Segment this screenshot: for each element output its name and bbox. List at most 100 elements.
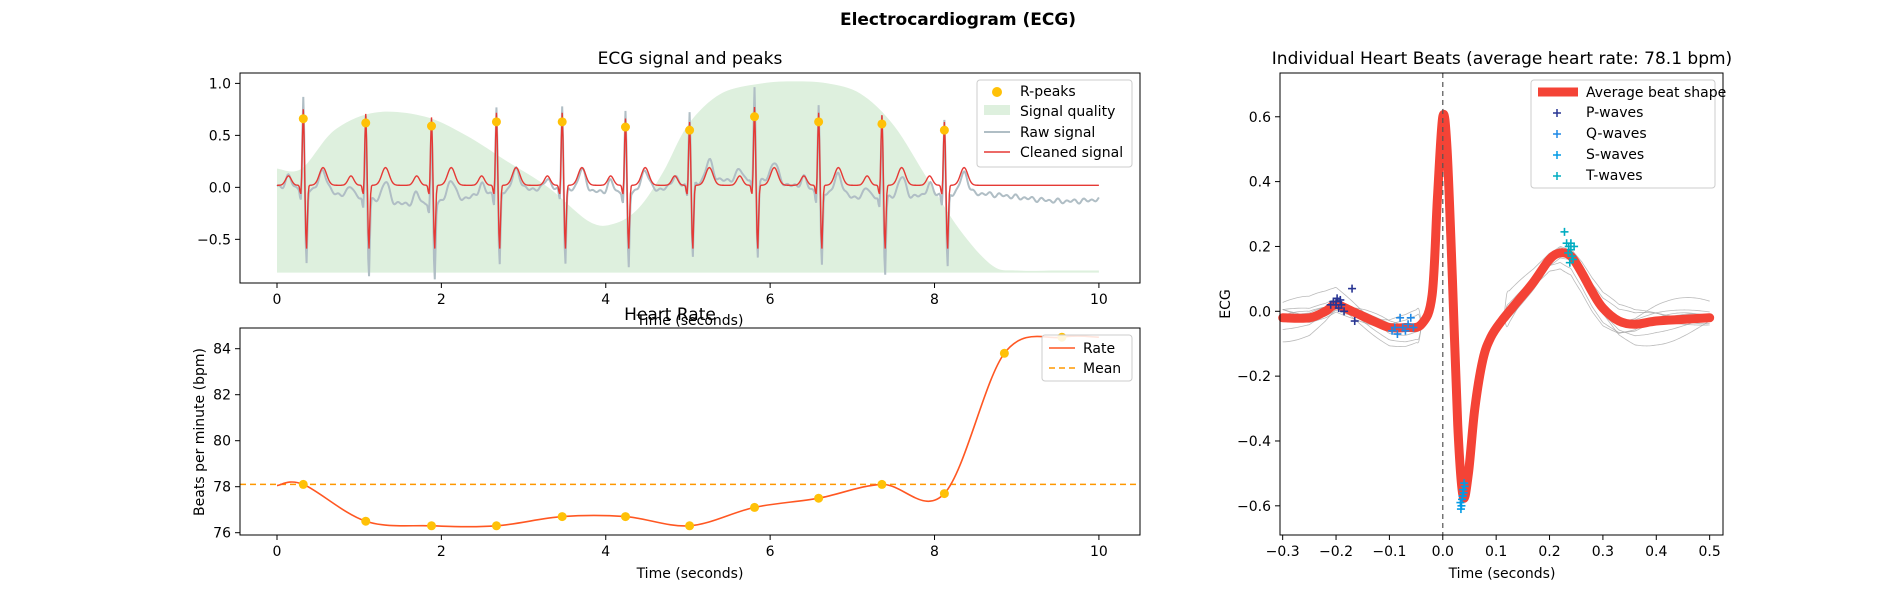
heart-rate-peak-point [685, 521, 695, 531]
heart-rate-y-axis-label: Beats per minute (bpm) [192, 348, 208, 516]
heart-rate-peak-point [750, 502, 760, 512]
average-beat-line [1278, 110, 1715, 503]
q-wave-marker [1409, 323, 1418, 332]
ecg-y-tick-label: −0.5 [197, 232, 231, 248]
heart-beats-legend-box [1530, 79, 1716, 189]
ecg-x-axis-label: Time (seconds) [636, 313, 744, 329]
heart-rate-peak-point [361, 516, 371, 526]
legend-rate-label: Rate [1083, 341, 1115, 357]
t-wave-marker [1566, 239, 1575, 248]
ecg-y-tick-label: 0.5 [209, 128, 231, 144]
s-wave-marker [1458, 492, 1467, 501]
s-wave-marker [1456, 505, 1465, 514]
heart-rate-y-tick-label: 80 [213, 434, 231, 450]
heart-rate-peak-point [877, 479, 887, 489]
p-wave-marker [1348, 284, 1357, 293]
r-peak-point [620, 122, 630, 132]
legend-cleaned-signal-label: Cleaned signal [1020, 145, 1123, 161]
heart-rate-y-tick-label: 78 [213, 480, 231, 496]
r-peak-point [361, 118, 371, 128]
s-wave-marker [1460, 482, 1469, 491]
q-wave-marker [1396, 313, 1405, 322]
t-wave-marker [1564, 248, 1573, 257]
ecg-x-tick-label: 10 [1090, 292, 1108, 308]
p-wave-marker [1340, 307, 1349, 316]
heart-beats-y-tick-label: −0.4 [1237, 434, 1271, 450]
p-wave-marker [1350, 317, 1359, 326]
heart-rate-x-ticks: 0 2 4 6 8 10 [273, 535, 1108, 560]
heart-rate-peak-point [814, 493, 824, 503]
heart-beats-y-axis-label: ECG [1218, 289, 1234, 318]
r-peak-point [557, 117, 567, 127]
heart-beats-x-tick-label: 0.1 [1485, 544, 1507, 560]
heart-rate-y-tick-label: 76 [213, 526, 231, 542]
r-peak-point [685, 125, 695, 135]
ecg-y-tick-label: 1.0 [209, 76, 231, 92]
heart-beats-x-tick-label: −0.1 [1372, 544, 1406, 560]
q-wave-marker [1393, 329, 1402, 338]
heart-beats-x-ticks: −0.3 −0.2 −0.1 0.0 0.1 0.2 0.3 0.4 0.5 [1266, 535, 1721, 560]
legend-raw-signal-label: Raw signal [1020, 125, 1095, 141]
legend-r-peaks-marker [992, 87, 1002, 97]
t-wave-marker [1565, 258, 1574, 267]
heart-beats-x-tick-label: 0.2 [1538, 544, 1560, 560]
heart-rate-peak-point [427, 521, 437, 531]
p-wave-marker [1334, 304, 1343, 313]
legend-q-waves-label: Q-waves [1586, 126, 1647, 142]
heart-rate-peak-point [298, 479, 308, 489]
ecg-legend-box [976, 79, 1133, 168]
legend-p-waves-label: P-waves [1586, 105, 1643, 121]
legend-average-beat-label: Average beat shape [1586, 85, 1726, 101]
p-wave-marker [1332, 297, 1341, 306]
heart-rate-peak-point [939, 489, 949, 499]
ecg-x-tick-label: 4 [601, 292, 610, 308]
r-peak-point [939, 125, 949, 135]
legend-p-waves-marker [1553, 109, 1561, 117]
figure-title: Electrocardiogram (ECG) [840, 10, 1076, 30]
legend-s-waves-marker [1553, 151, 1561, 159]
heart-beats-y-tick-label: −0.2 [1237, 369, 1271, 385]
heart-beats-y-tick-label: 0.6 [1249, 110, 1271, 126]
heart-rate-y-tick-label: 82 [213, 388, 231, 404]
ecg-panel-frame [239, 72, 1141, 284]
legend-s-waves-label: S-waves [1586, 147, 1644, 163]
heart-rate-peak-point [620, 512, 630, 522]
q-wave-marker [1404, 320, 1413, 329]
q-wave-marker [1401, 326, 1410, 335]
heart-rate-x-tick-label: 8 [930, 544, 939, 560]
heart-rate-x-axis-label: Time (seconds) [636, 566, 744, 582]
r-peak-point [877, 119, 887, 129]
legend-r-peaks-label: R-peaks [1020, 84, 1076, 100]
ecg-x-tick-label: 6 [766, 292, 775, 308]
p-wave-marker [1336, 295, 1345, 304]
r-peak-point [814, 117, 824, 127]
legend-t-waves-marker [1553, 172, 1561, 180]
heart-rate-peak-point [557, 512, 567, 522]
heart-rate-panel-frame [239, 327, 1141, 536]
ecg-signal-panel: ECG signal and peaks 0 2 4 6 8 10 −0.5 0.0 0.5 1… [197, 49, 1141, 329]
legend-signal-quality-label: Signal quality [1020, 104, 1115, 120]
heart-rate-panel: Heart Rate 0 2 4 6 8 10 76 78 80 82 84 Time (seco… [192, 305, 1141, 582]
heart-rate-y-tick-label: 84 [213, 342, 231, 358]
r-peak-point [491, 117, 501, 127]
heart-rate-line [276, 335, 1099, 528]
heart-beats-x-tick-label: 0.0 [1432, 544, 1454, 560]
heart-beats-plot-area [1278, 73, 1715, 535]
legend-q-waves-marker [1553, 130, 1561, 138]
heart-beats-legend: Average beat shape P-waves Q-waves S-wav… [1530, 79, 1726, 189]
heart-beats-x-axis-label: Time (seconds) [1448, 566, 1556, 582]
heart-beats-y-tick-label: 0.4 [1249, 175, 1271, 191]
heart-beats-x-tick-label: −0.2 [1319, 544, 1353, 560]
heart-beats-x-tick-label: 0.3 [1592, 544, 1614, 560]
heart-rate-x-tick-label: 4 [601, 544, 610, 560]
ecg-panel-title: ECG signal and peaks [598, 49, 783, 69]
heart-beats-y-ticks: −0.6 −0.4 −0.2 0.0 0.2 0.4 0.6 [1237, 110, 1280, 515]
ecg-x-tick-label: 2 [437, 292, 446, 308]
r-peak-point [298, 114, 308, 124]
heart-beats-x-tick-label: 0.4 [1645, 544, 1667, 560]
r-peak-point [750, 112, 760, 122]
heart-rate-plot-area [240, 332, 1140, 531]
heart-beats-x-tick-label: 0.5 [1699, 544, 1721, 560]
heart-rate-x-tick-label: 2 [437, 544, 446, 560]
